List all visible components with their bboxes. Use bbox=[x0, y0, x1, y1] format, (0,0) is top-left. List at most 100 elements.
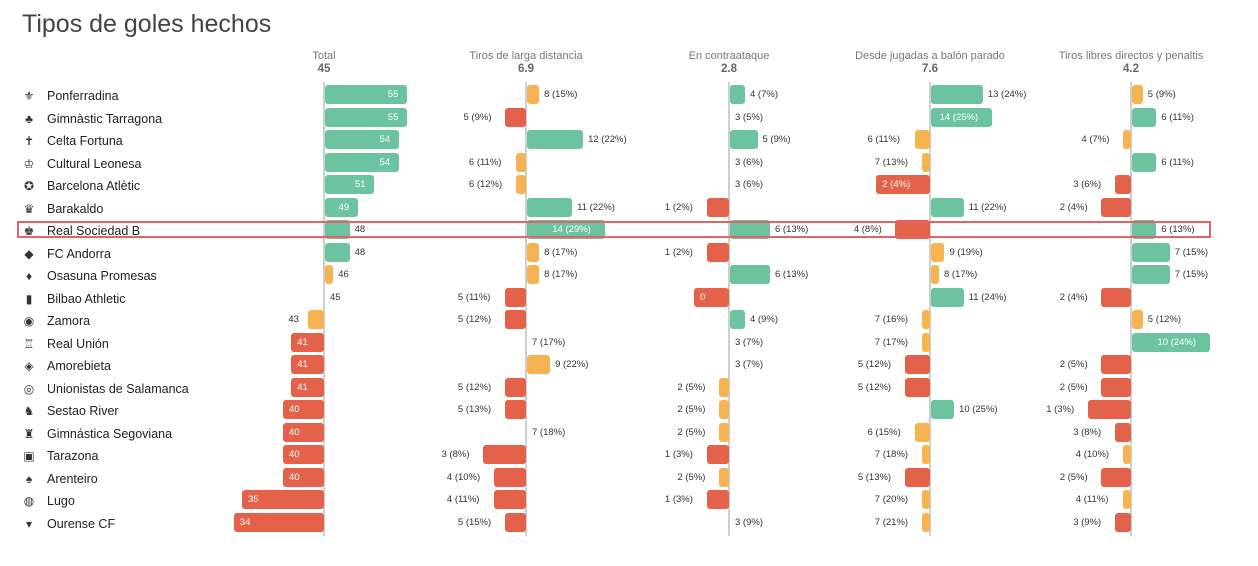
data-label: 41 bbox=[297, 359, 308, 370]
team-logo-icon: ▮ bbox=[25, 291, 33, 306]
team-name: Celta Fortuna bbox=[47, 134, 123, 148]
bar bbox=[730, 265, 770, 284]
data-label: 3 (7%) bbox=[735, 359, 763, 370]
data-label: 3 (9%) bbox=[1073, 516, 1102, 528]
team-logo-icon: ♜ bbox=[23, 426, 35, 441]
team-logo-icon: ◈ bbox=[24, 359, 34, 373]
data-label: 7 (18%) bbox=[874, 449, 909, 460]
team-name: Sestao River bbox=[47, 404, 119, 418]
highlight-box bbox=[17, 221, 1211, 238]
bar bbox=[719, 377, 729, 397]
bar bbox=[1132, 85, 1143, 104]
bar bbox=[931, 287, 964, 307]
bar bbox=[1132, 332, 1211, 352]
bar bbox=[325, 242, 350, 262]
data-label: 7 (15%) bbox=[1174, 269, 1209, 280]
data-label: 0 bbox=[700, 291, 706, 303]
bar bbox=[1132, 220, 1157, 239]
data-label: 8 (17%) bbox=[944, 269, 978, 280]
bar bbox=[931, 265, 939, 284]
bar bbox=[527, 197, 573, 217]
bar bbox=[706, 490, 729, 509]
data-label: 6 (13%) bbox=[775, 224, 809, 235]
data-label: 3 (5%) bbox=[735, 111, 763, 123]
bar bbox=[505, 377, 526, 397]
bar bbox=[527, 130, 584, 149]
data-label: 7 (13%) bbox=[874, 156, 909, 168]
data-label: 8 (15%) bbox=[544, 89, 578, 100]
bar bbox=[325, 130, 399, 149]
data-label: 1 (2%) bbox=[664, 201, 693, 213]
data-label: 11 (22%) bbox=[968, 201, 1007, 213]
bar bbox=[291, 332, 324, 352]
team-name: Barakaldo bbox=[47, 201, 104, 216]
data-label: 2 (5%) bbox=[1059, 471, 1088, 483]
bar bbox=[922, 445, 930, 464]
data-label: 40 bbox=[289, 449, 300, 460]
team-name: Gimnástica Segoviana bbox=[47, 426, 173, 441]
data-label: 48 bbox=[354, 246, 366, 258]
bar bbox=[505, 287, 526, 307]
team-row: ♖ Real Unión bbox=[18, 333, 318, 355]
column-header-name: Tiros libres directos y penaltis bbox=[1058, 50, 1204, 62]
data-label: 6 (11%) bbox=[1161, 111, 1194, 123]
data-label: 7 (16%) bbox=[874, 314, 909, 325]
team-name: Cultural Leonesa bbox=[47, 156, 142, 171]
bar bbox=[914, 130, 930, 149]
data-label: 8 (17%) bbox=[544, 246, 578, 258]
bar bbox=[283, 422, 324, 442]
bar bbox=[505, 400, 526, 419]
bar bbox=[1132, 107, 1157, 127]
data-label: 2 (5%) bbox=[1059, 381, 1088, 393]
team-row: ▣ Tarazona bbox=[18, 445, 318, 467]
data-label: 2 (5%) bbox=[677, 404, 706, 415]
data-label: 1 (3%) bbox=[664, 494, 693, 505]
data-label: 12 (22%) bbox=[588, 134, 627, 145]
data-label: 6 (12%) bbox=[468, 179, 503, 190]
bar bbox=[905, 377, 930, 397]
data-label: 4 (10%) bbox=[446, 471, 481, 483]
bar bbox=[1114, 175, 1131, 194]
bar bbox=[325, 175, 375, 194]
bar bbox=[325, 265, 334, 284]
bar bbox=[1132, 152, 1157, 172]
team-row: ◎ Unionistas de Salamanca bbox=[18, 378, 318, 400]
bar bbox=[505, 310, 526, 329]
team-row: ♠ Arenteiro bbox=[18, 468, 318, 490]
team-logo-icon: ♛ bbox=[23, 201, 35, 216]
data-label: 5 (11%) bbox=[457, 291, 491, 303]
data-label: 11 (24%) bbox=[968, 291, 1007, 303]
team-row: ✝ Celta Fortuna bbox=[18, 130, 318, 152]
bar bbox=[1087, 400, 1131, 419]
team-logo-icon: ♚ bbox=[23, 224, 35, 238]
data-label: 7 (20%) bbox=[874, 494, 909, 505]
data-label: 10 (24%) bbox=[1157, 336, 1197, 348]
bar bbox=[1101, 467, 1131, 487]
data-label: 34 bbox=[239, 516, 251, 528]
bar bbox=[483, 445, 526, 464]
data-label: 5 (12%) bbox=[1147, 314, 1182, 325]
bar bbox=[905, 355, 930, 374]
average-axis-line bbox=[929, 82, 931, 536]
bar bbox=[307, 310, 324, 329]
bar bbox=[494, 490, 526, 509]
bar bbox=[1101, 355, 1131, 374]
column-header-name: En contraataque bbox=[688, 50, 770, 62]
bar bbox=[1101, 197, 1131, 217]
data-label: 14 (25%) bbox=[939, 111, 979, 123]
column-header: Total 45 bbox=[224, 50, 424, 75]
bar bbox=[527, 265, 540, 284]
team-logo-icon: ♞ bbox=[23, 404, 35, 418]
bar bbox=[914, 422, 930, 442]
team-logo-icon: ◎ bbox=[23, 381, 35, 396]
team-name: Lugo bbox=[47, 494, 75, 508]
bar bbox=[719, 400, 729, 419]
data-label: 5 (15%) bbox=[457, 516, 492, 528]
data-label: 40 bbox=[289, 426, 300, 438]
bar bbox=[730, 310, 745, 329]
data-label: 9 (19%) bbox=[949, 246, 983, 258]
column-header-name: Tiros de larga distancia bbox=[469, 50, 583, 62]
column-header: Desde jugadas a balón parado 7.6 bbox=[830, 50, 1030, 75]
average-axis-line bbox=[1130, 82, 1132, 536]
bar bbox=[1101, 377, 1131, 397]
